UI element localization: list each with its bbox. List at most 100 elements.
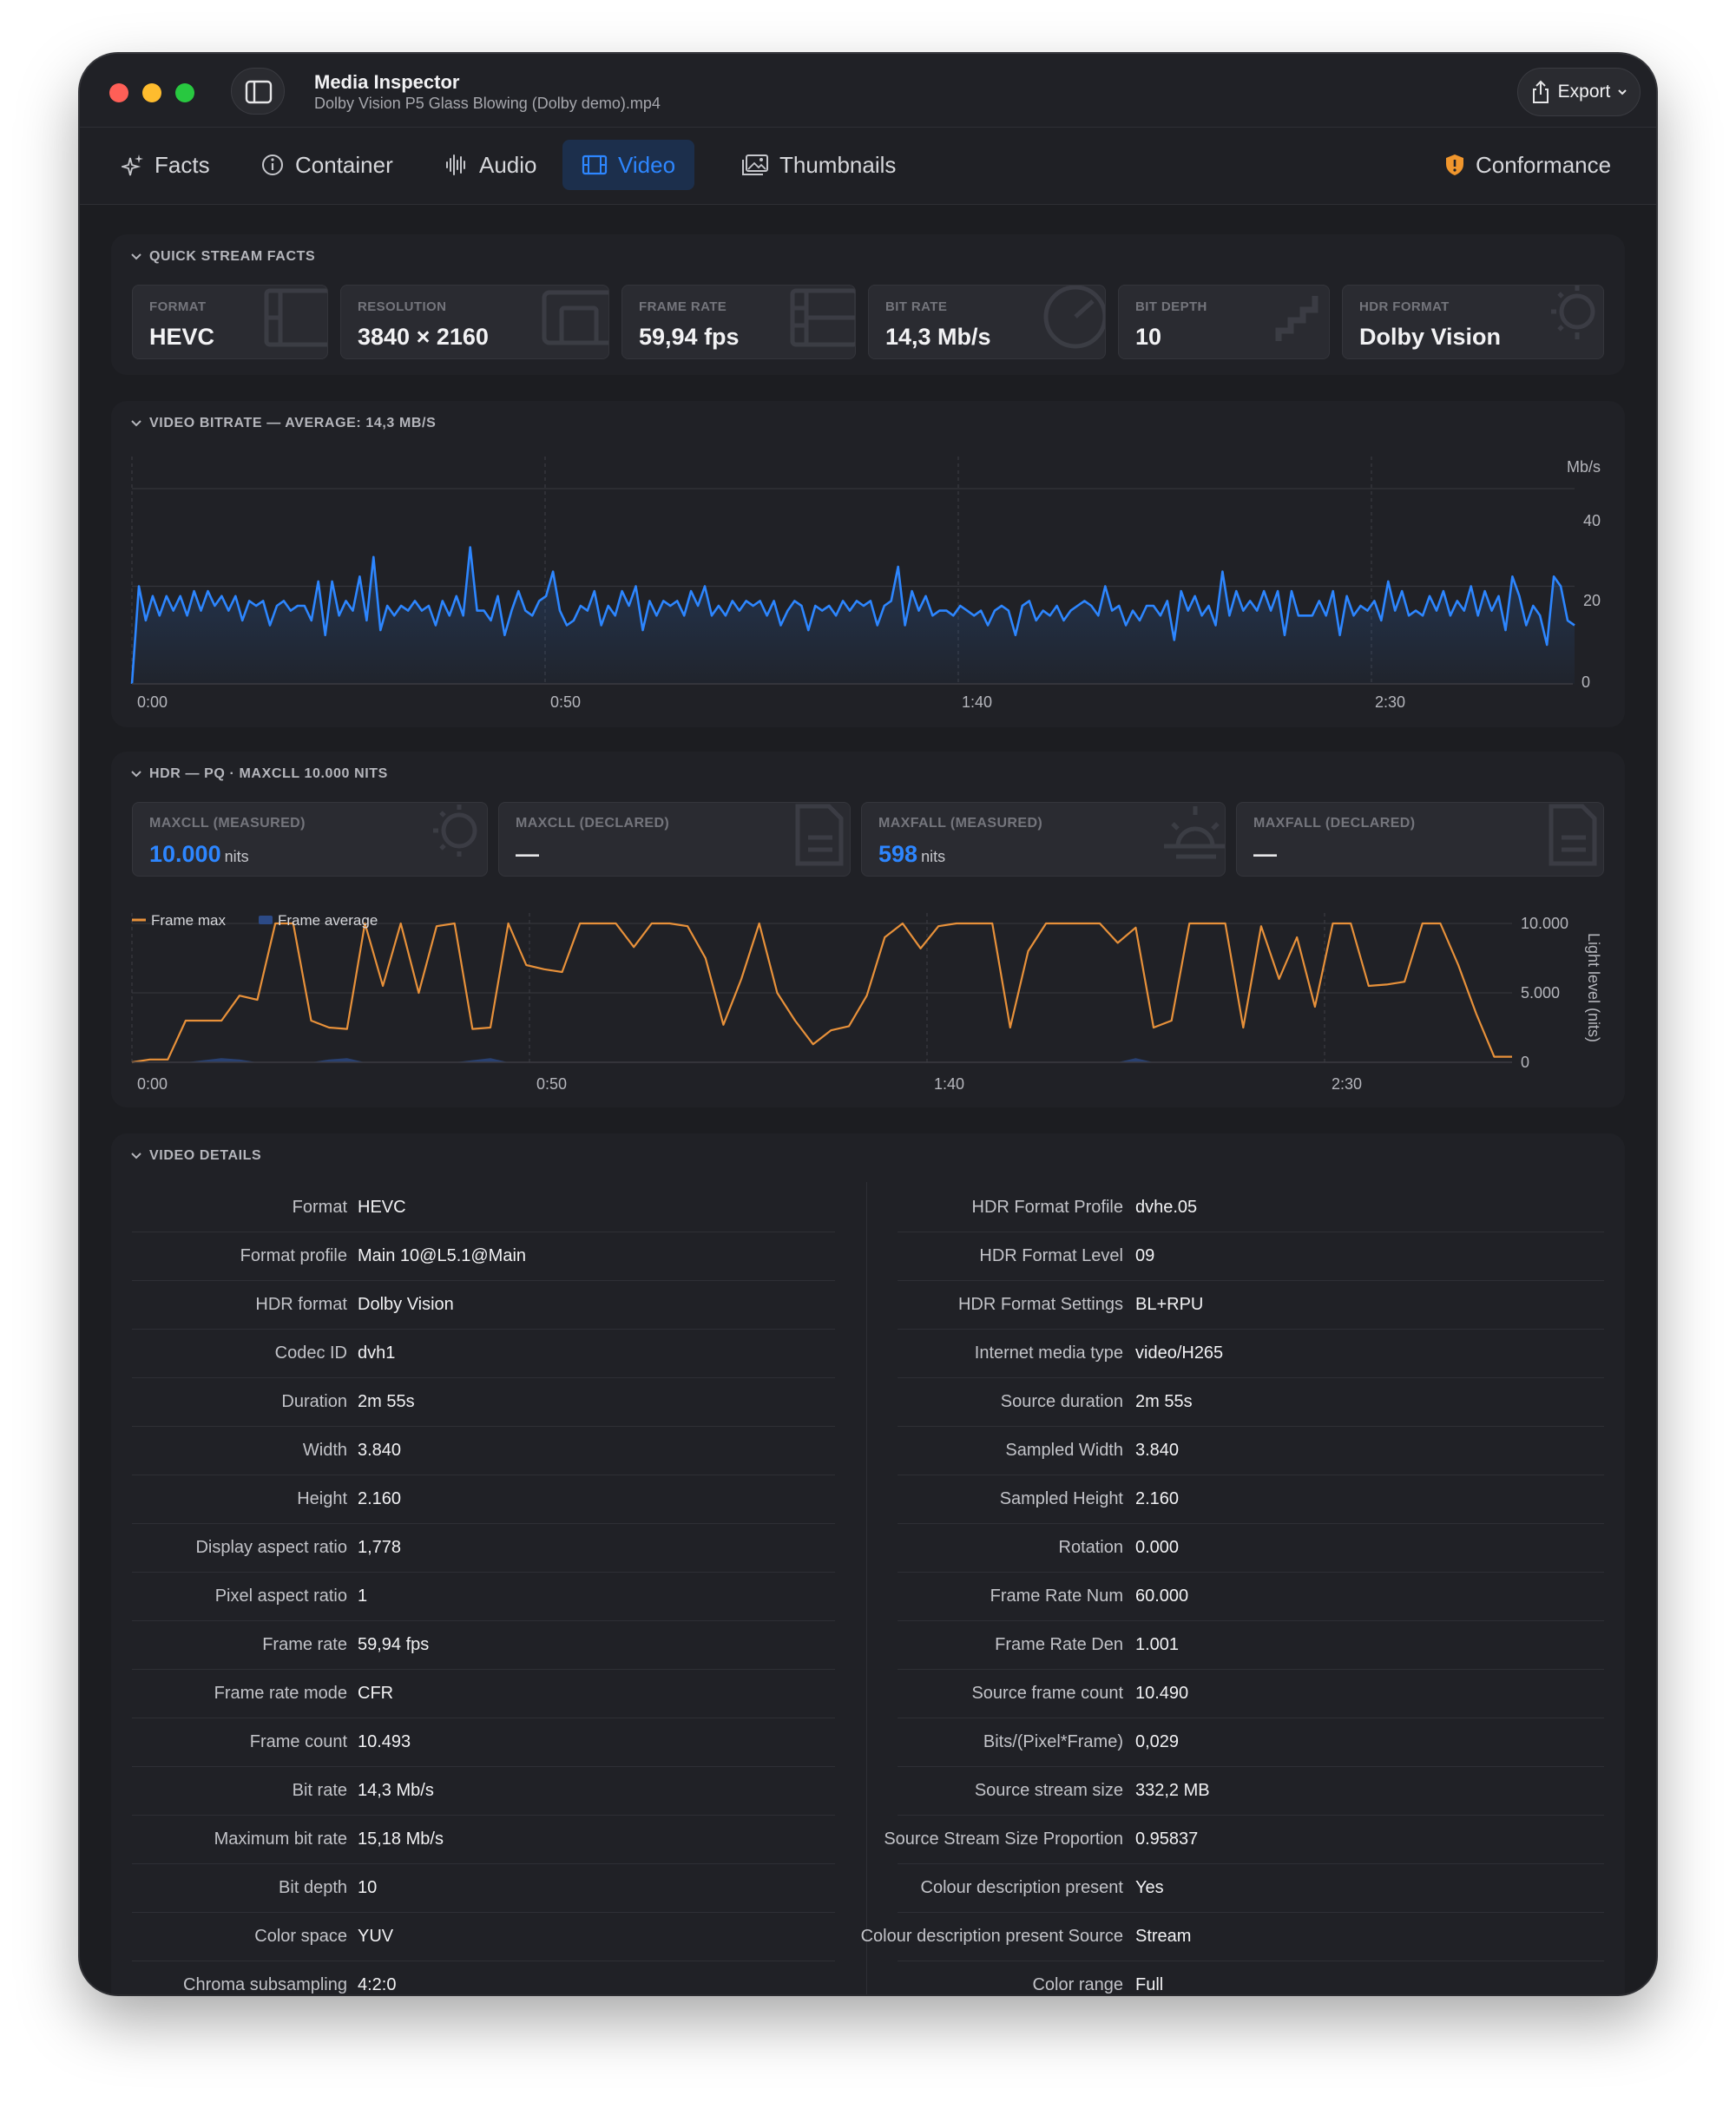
- bitrate-y-tick: 0: [1581, 673, 1590, 691]
- detail-value[interactable]: CFR: [358, 1684, 394, 1703]
- detail-value[interactable]: 1,778: [358, 1538, 402, 1557]
- detail-row: Frame rate mode CFR: [132, 1670, 835, 1718]
- detail-value[interactable]: 2.160: [358, 1489, 402, 1508]
- bitrate-y-tick: 20: [1583, 592, 1601, 609]
- hdr-header[interactable]: HDR — PQ · MAXCLL 10.000 NITS: [130, 766, 388, 782]
- tab-thumbnails[interactable]: Thumbnails: [722, 140, 915, 190]
- maxcll-measured-card: MAXCLL (MEASURED) 10.000 nits: [132, 802, 488, 877]
- detail-value[interactable]: Main 10@L5.1@Main: [358, 1246, 527, 1265]
- detail-value[interactable]: 2m 55s: [1135, 1392, 1193, 1411]
- film-icon: [790, 288, 855, 347]
- detail-value[interactable]: dvh1: [358, 1343, 396, 1363]
- detail-value[interactable]: 1: [358, 1586, 368, 1606]
- detail-value[interactable]: 2m 55s: [358, 1392, 415, 1411]
- detail-value[interactable]: Yes: [1135, 1878, 1164, 1897]
- detail-key: Frame count: [249, 1732, 347, 1751]
- detail-value[interactable]: 15,18 Mb/s: [358, 1829, 444, 1849]
- share-icon: [1532, 80, 1549, 103]
- detail-value[interactable]: 0,029: [1135, 1732, 1180, 1751]
- detail-key: HDR format: [255, 1295, 347, 1314]
- detail-value[interactable]: 2.160: [1135, 1489, 1180, 1508]
- detail-value[interactable]: 4:2:0: [358, 1975, 397, 1994]
- detail-key: Colour description present: [920, 1878, 1123, 1897]
- detail-value[interactable]: 0.000: [1135, 1538, 1180, 1557]
- detail-value[interactable]: dvhe.05: [1135, 1198, 1198, 1217]
- maxcll-declared-card: MAXCLL (DECLARED) —: [498, 802, 851, 877]
- tab-facts[interactable]: Facts: [102, 140, 229, 190]
- close-window-button[interactable]: [109, 83, 128, 102]
- zoom-window-button[interactable]: [175, 83, 194, 102]
- detail-row: Sampled Width 3.840: [898, 1427, 1604, 1475]
- fact-bit-rate: BIT RATE 14,3 Mb/s: [868, 285, 1106, 359]
- detail-key: Duration: [281, 1392, 347, 1411]
- detail-row: Duration 2m 55s: [132, 1378, 835, 1427]
- bitrate-x-tick: 2:30: [1375, 693, 1405, 711]
- waveform-icon: [446, 154, 465, 175]
- hdr-x-tick: 1:40: [934, 1075, 964, 1093]
- detail-row: Source Stream Size Proportion 0.95837: [884, 1816, 1604, 1864]
- detail-key: Format: [292, 1198, 347, 1217]
- detail-value[interactable]: YUV: [358, 1927, 394, 1946]
- gauge-icon: [1043, 286, 1105, 349]
- bitrate-header[interactable]: VIDEO BITRATE — AVERAGE: 14,3 MB/S: [130, 416, 436, 431]
- hdr-y-tick: 5.000: [1521, 984, 1560, 1002]
- detail-value[interactable]: 3.840: [358, 1441, 402, 1460]
- detail-key: HDR Format Profile: [971, 1198, 1123, 1217]
- unit-label: nits: [224, 848, 249, 865]
- detail-value[interactable]: 10.490: [1135, 1684, 1189, 1703]
- minimize-window-button[interactable]: [142, 83, 161, 102]
- detail-row: Maximum bit rate 15,18 Mb/s: [132, 1816, 835, 1864]
- detail-row: Source duration 2m 55s: [898, 1378, 1604, 1427]
- hdr-light-level-chart: Frame max Frame average 10.000 5.000 0 L…: [131, 912, 1602, 1093]
- unit-label: nits: [921, 848, 946, 865]
- export-button[interactable]: Export: [1517, 68, 1641, 116]
- detail-value[interactable]: Dolby Vision: [358, 1295, 454, 1314]
- detail-row: Internet media type video/H265: [898, 1330, 1604, 1378]
- detail-row: Color range Full: [898, 1961, 1604, 1994]
- detail-value[interactable]: HEVC: [358, 1198, 406, 1217]
- detail-key: Source stream size: [974, 1781, 1123, 1800]
- maxfall-declared-card: MAXFALL (DECLARED) —: [1236, 802, 1604, 877]
- detail-value[interactable]: 60.000: [1135, 1586, 1189, 1606]
- sunset-icon: [1164, 806, 1225, 859]
- toggle-sidebar-button[interactable]: [231, 68, 285, 115]
- chevron-down-icon: [131, 771, 141, 778]
- tab-conformance[interactable]: Conformance: [1425, 140, 1630, 190]
- frame-max-line: [131, 922, 1512, 1064]
- detail-row: Frame Rate Den 1.001: [898, 1621, 1604, 1670]
- detail-row: Width 3.840: [132, 1427, 835, 1475]
- detail-row: Height 2.160: [132, 1475, 835, 1524]
- fact-resolution: RESOLUTION 3840 × 2160: [340, 285, 609, 359]
- hdr-panel: HDR — PQ · MAXCLL 10.000 NITS MAXCLL (ME…: [111, 752, 1625, 1107]
- detail-value[interactable]: 0.95837: [1135, 1829, 1199, 1849]
- detail-row: Sampled Height 2.160: [898, 1475, 1604, 1524]
- chevron-down-icon: [131, 420, 141, 427]
- detail-value[interactable]: 10.493: [358, 1732, 411, 1751]
- detail-value[interactable]: video/H265: [1135, 1343, 1224, 1363]
- detail-value[interactable]: 59,94 fps: [358, 1635, 430, 1654]
- tab-video[interactable]: Video: [562, 140, 695, 190]
- detail-value[interactable]: Full: [1135, 1975, 1164, 1994]
- detail-key: Internet media type: [974, 1343, 1123, 1363]
- detail-value[interactable]: 10: [358, 1878, 378, 1897]
- hdr-x-tick: 0:50: [536, 1075, 567, 1093]
- detail-value[interactable]: 332,2 MB: [1135, 1781, 1210, 1800]
- bitrate-chart: Mb/s 40 20 0 0:00 0:50 1:40 2:30: [130, 457, 1601, 711]
- chevron-down-icon: [131, 253, 141, 260]
- detail-key: Bits/(Pixel*Frame): [983, 1732, 1123, 1751]
- detail-value[interactable]: 09: [1135, 1246, 1155, 1265]
- video-details-header[interactable]: VIDEO DETAILS: [130, 1148, 261, 1164]
- detail-value[interactable]: BL+RPU: [1135, 1295, 1204, 1314]
- detail-value[interactable]: 14,3 Mb/s: [358, 1781, 434, 1800]
- detail-row: Format HEVC: [132, 1184, 835, 1232]
- detail-value[interactable]: 1.001: [1135, 1635, 1180, 1654]
- quick-facts-header[interactable]: QUICK STREAM FACTS: [130, 249, 315, 265]
- bitrate-area: [132, 547, 1575, 684]
- sun-icon: [433, 805, 477, 857]
- warning-shield-icon: [1446, 154, 1463, 175]
- detail-value[interactable]: 3.840: [1135, 1441, 1180, 1460]
- tab-container[interactable]: Container: [241, 140, 412, 190]
- tab-audio[interactable]: Audio: [425, 140, 556, 190]
- detail-value[interactable]: Stream: [1135, 1927, 1192, 1946]
- fact-format: FORMAT HEVC: [132, 285, 328, 359]
